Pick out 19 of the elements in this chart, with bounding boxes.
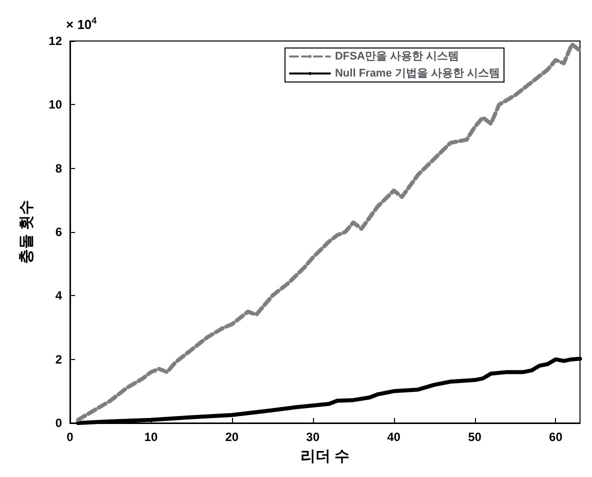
x-tick-label: 50 — [468, 430, 482, 444]
x-tick-label: 30 — [306, 430, 320, 444]
legend-label: Null Frame 기법을 사용한 시스템 — [334, 68, 500, 80]
y-tick-label: 6 — [55, 225, 62, 239]
x-axis-title: 리더 수 — [300, 448, 350, 465]
y-tick-label: 4 — [55, 288, 62, 303]
x-tick-label: 60 — [549, 430, 563, 444]
x-tick-label: 20 — [225, 430, 239, 444]
x-tick-label: 0 — [66, 430, 74, 444]
line-series — [76, 42, 582, 422]
x-tick-label: 40 — [387, 430, 401, 444]
y-tick-label: 0 — [55, 416, 62, 430]
x-tick-label: 10 — [144, 430, 158, 444]
y-tick-label: 12 — [48, 34, 62, 48]
y-tick-label: 2 — [55, 352, 62, 366]
y-tick-label: 10 — [48, 98, 62, 112]
legend-label: DFSA만을 사용한 시스템 — [334, 50, 460, 62]
y-axis-title: 충돌 횟수 — [18, 200, 35, 264]
y-tick-label: 8 — [55, 161, 62, 176]
